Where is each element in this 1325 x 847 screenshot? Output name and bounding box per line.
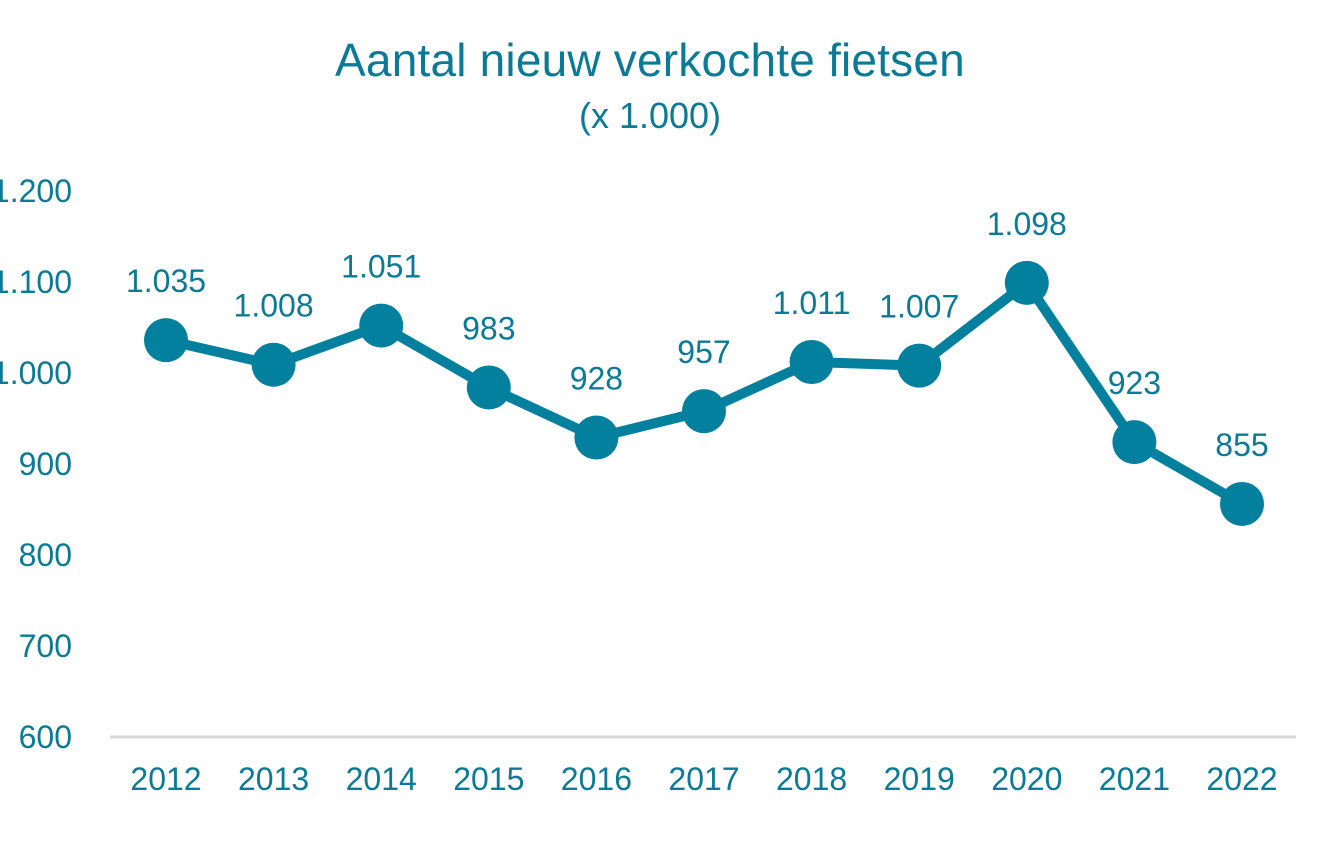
data-point [251, 342, 296, 387]
data-label: 1.051 [341, 249, 421, 285]
data-point [682, 389, 726, 434]
x-tick-label: 2016 [561, 761, 632, 797]
data-label: 923 [1108, 365, 1161, 401]
chart-subtitle: (x 1.000) [578, 95, 722, 136]
data-point [1112, 420, 1157, 465]
x-tick-label: 2015 [453, 761, 524, 797]
data-point [466, 365, 511, 410]
data-label: 855 [1215, 427, 1268, 463]
data-label: 1.035 [126, 263, 206, 299]
data-labels: 1.035 1.008 1.051 983 928 957 1.011 1.007 1.098 9… [126, 206, 1269, 463]
data-points [144, 260, 1264, 526]
y-tick-label: 900 [19, 446, 72, 482]
y-tick-label: 1.200 [0, 173, 72, 209]
y-tick-label: 800 [19, 537, 72, 573]
y-tick-label: 1.000 [0, 355, 72, 391]
data-label: 1.011 [773, 285, 851, 321]
data-point [789, 339, 834, 384]
y-tick-label: 1.100 [0, 264, 72, 300]
data-label: 1.098 [987, 206, 1067, 242]
x-tick-label: 2021 [1099, 761, 1170, 797]
x-tick-label: 2017 [668, 761, 739, 797]
x-axis-labels: 2012 2013 2014 2015 2016 2017 2018 2019 2020 2021… [130, 761, 1277, 797]
x-tick-label: 2018 [776, 761, 847, 797]
data-label: 1.008 [234, 288, 314, 324]
y-tick-label: 700 [19, 628, 72, 664]
data-label: 928 [570, 361, 623, 397]
y-tick-label: 600 [19, 719, 72, 755]
chart-title: Aantal nieuw verkochte fietsen [335, 34, 965, 86]
data-label: 1.007 [879, 289, 959, 325]
data-point [144, 318, 188, 363]
y-axis-labels: 600 700 800 900 1.000 1.100 1.200 [0, 173, 72, 755]
data-point [897, 343, 942, 388]
data-point [1004, 260, 1049, 305]
data-point [359, 303, 404, 348]
data-label: 957 [677, 334, 730, 370]
data-label: 983 [462, 310, 515, 346]
x-tick-label: 2020 [991, 761, 1062, 797]
data-point [574, 415, 619, 460]
x-tick-label: 2019 [884, 761, 955, 797]
x-tick-label: 2013 [238, 761, 309, 797]
x-tick-label: 2012 [130, 761, 201, 797]
x-tick-label: 2022 [1206, 761, 1277, 797]
data-point [1220, 481, 1264, 526]
x-tick-label: 2014 [346, 761, 417, 797]
